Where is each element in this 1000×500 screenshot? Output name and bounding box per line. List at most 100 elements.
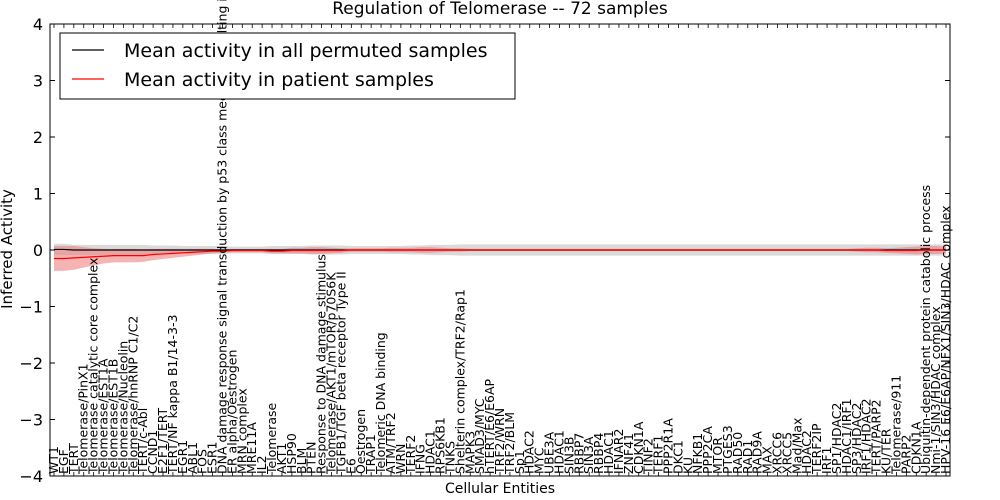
category-label: Telomerase/PinX1 [76,363,91,475]
category-label: PPP2R1A [660,418,675,474]
category-label: ABL1 [185,442,200,474]
category-label: PTGES3 [720,425,735,474]
category-label: RAD50 [730,432,745,474]
category-label: Telomerase [264,402,279,475]
category-label: HDAC2 [799,430,814,474]
category-label: KU [680,457,695,474]
category-label: Telomeric DNA binding [373,332,388,475]
category-label: XRCC6 [770,432,785,474]
category-label: TRF2/WRN [492,408,507,475]
category-label: TRF2/BLM [502,412,517,475]
category-label: HDAC2 [522,430,537,474]
category-label: ER alpha/Oestrogen [224,350,239,474]
y-tick-label: 0 [33,241,43,260]
category-label: PTEN [304,442,319,474]
category-label: AKT1 [274,443,289,474]
category-label: TERT/PARP2 [869,399,884,475]
category-label: BLM [294,448,309,474]
category-label: CDKN1A [631,421,646,474]
category-label: IL2 [254,455,269,474]
category-label: TNKS [442,441,457,475]
y-tick-label: −1 [19,298,43,317]
category-label: TRAP1 [363,434,378,475]
category-label: MRE11A [244,422,259,474]
category-label: TERF2 [403,435,418,475]
series-lines [54,248,946,260]
chart-title: Regulation of Telomerase -- 72 samples [332,0,668,19]
category-label: Telomerase/AKT1/mTOR/p70S6K [324,272,339,475]
category-label: MYC [532,447,547,474]
category-label: TERF2IP [809,423,824,475]
category-label: IFNG [413,444,428,474]
category-label: Sp1 [512,450,527,474]
category-label: MRN complex [234,388,249,474]
category-label: TINF2 [641,438,656,475]
category-label: RAD1 [740,440,755,474]
y-tick-label: 3 [33,72,43,91]
y-tick-label: 1 [33,185,43,204]
category-label: KU/TER [879,428,894,474]
category-label: MAX [760,446,775,474]
category-label: Telomerase/911 [888,375,903,475]
category-label: ZNF41 [621,433,636,474]
category-label: Oestrogen [353,409,368,474]
category-label: TERF1 [651,435,666,475]
category-label: SP1/HDAC2 [829,403,844,474]
category-label: RAD9A [750,431,765,474]
category-label: Ubiquitin-dependent protein catabolic pr… [918,185,933,474]
category-label: E2F1/TERT [155,407,170,474]
category-label: MAPK3 [462,431,477,474]
legend-label-permuted: Mean activity in all permuted samples [124,40,487,62]
category-label: DKC1 [670,440,685,474]
category-label: UBE3A [542,431,557,474]
category-label: DNA damage response signal transduction … [214,0,229,474]
category-label: EGF [56,449,71,474]
category-label: HSP90 [284,433,299,474]
category-label: HDAC1 [601,430,616,474]
category-label: HPV-16 E6/E6AP/NFX1/SIN3/HDAC complex [938,205,953,474]
y-tick-label: 4 [33,15,43,34]
category-label: Shelterin complex/TRF2/Rap1 [452,289,467,474]
legend-box [59,32,516,100]
category-label: CCND1 [145,430,160,474]
axis-ticks: 4 3 2 1 0 −1 −2 −3 −4 [19,15,950,486]
category-label: TERT [66,443,81,475]
category-label: MTOR [710,437,725,474]
y-tick-label: −3 [19,411,43,430]
category-label: Nmi-1/SIN3/HDAC complex [928,306,943,474]
y-tick-label: −4 [19,467,43,486]
category-label: TGFB1/TGF beta receptor Type II [333,271,348,475]
category-label: RBBP4 [591,433,606,474]
category-label: SP3/HDAC2 [849,403,864,474]
category-label: EGR1 [175,440,190,474]
category-label: Mad/Max [789,418,804,474]
category-label: Telomerase/EST1A [96,358,111,475]
category-label: IRF1/HDAC2 [859,398,874,474]
series-line-1 [54,249,946,260]
category-label: TERT/NF kappa B1/14-3-3 [165,315,180,475]
category-label: Telomerase/Nucleolin [115,341,130,475]
category-label: CDKN1A [908,421,923,474]
category-label: SIN3B [561,437,576,475]
category-label: SIN3A [581,436,596,474]
category-label: HDAC1 [423,430,438,474]
y-tick-label: −2 [19,354,43,373]
category-label: ESR1 [205,442,220,474]
category-label: Telomerase/hnRNP C1/C2 [125,316,140,475]
category-label: Telomerase catalytic core complex [86,258,101,475]
legend: Mean activity in all permuted samples Me… [59,32,516,100]
category-label: SMAD3/MYC [472,398,487,474]
category-label: HDAC1 [551,430,566,474]
category-label: IRF1 [819,446,834,474]
y-axis-label: Inferred Activity [0,189,16,309]
category-label: TERT/c-Abl [135,408,150,475]
x-axis-label: Cellular Entities [445,481,555,497]
plot-frame [49,23,951,477]
category-label: Response to DNA damage stimulus [314,254,329,474]
category-label: PARP2 [898,435,913,474]
y-tick-label: 2 [33,128,43,147]
category-label: NFKB1 [690,433,705,474]
category-label: E6 [343,458,358,474]
category-label: RBBP7 [571,433,586,474]
